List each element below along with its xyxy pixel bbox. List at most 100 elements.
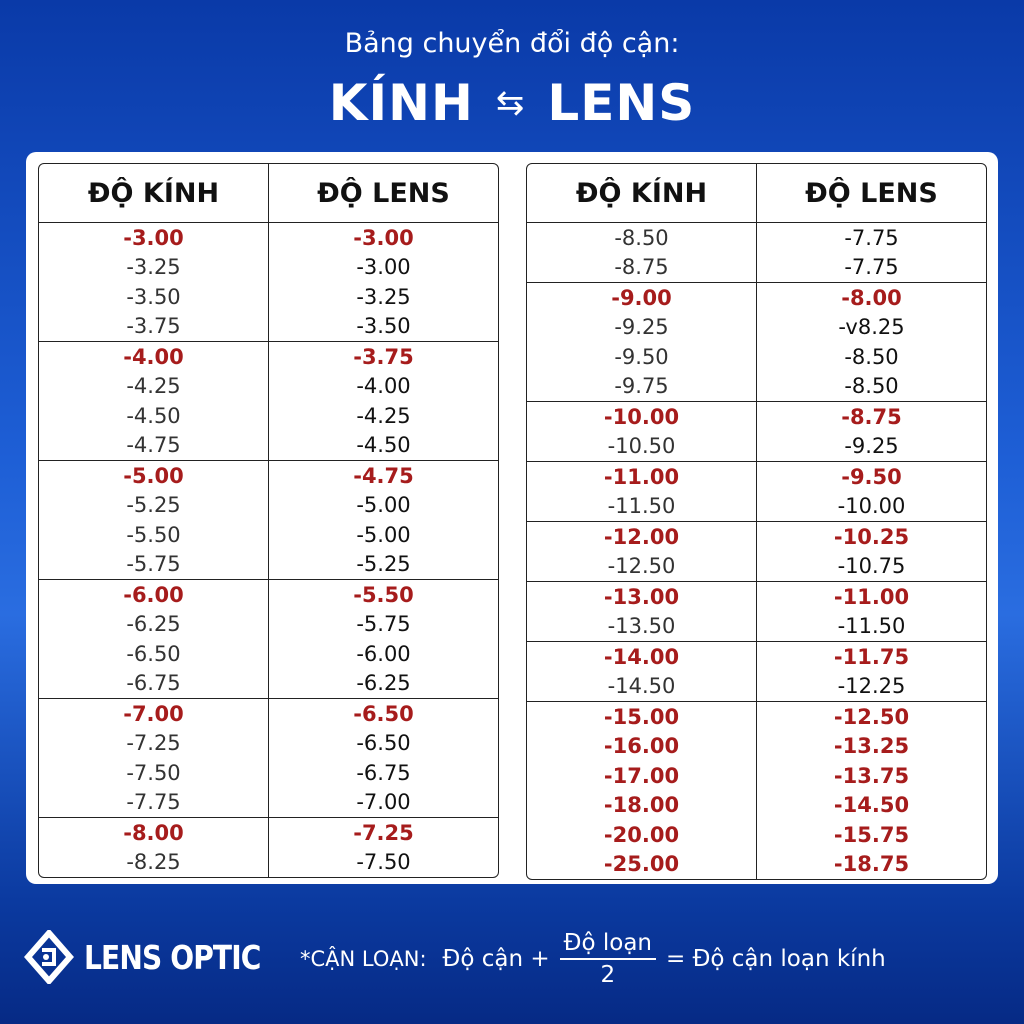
cell-kinh: -6.75 [39,668,269,698]
cell-kinh: -10.00 [527,402,757,432]
cell-lens: -10.25 [833,524,910,549]
cell-kinh: -6.50 [39,639,269,669]
cell-kinh: -9.75 [527,371,757,401]
cell-kinh: -17.00 [527,761,757,791]
cell-lens: -12.25 [837,674,906,699]
cell-kinh: -3.25 [39,252,269,282]
cell-lens: -11.50 [837,614,906,639]
formula-term: Độ cận + [442,946,550,972]
cell-lens: -10.00 [837,494,906,519]
logo-text: LENS OPTIC [84,937,261,977]
table-row: -12.00 -10.25 [527,522,986,552]
cell-lens: -3.25 [356,284,411,309]
cell-kinh: -14.50 [527,671,757,701]
column-header-lens: ĐỘ LENS [317,177,450,209]
lens-optic-logo-icon [24,930,74,984]
cell-kinh: -3.00 [39,223,269,253]
cell-lens: -6.50 [356,731,411,756]
cell-kinh: -4.50 [39,401,269,431]
cell-lens: -4.25 [356,403,411,428]
swap-arrows-icon: ⇆ [495,83,526,123]
cell-lens: -7.75 [844,255,899,280]
row-group: -15.00 -12.50 -16.00 -13.25 -17.00 -13.75 -18.… [527,702,986,879]
cell-lens: -8.50 [844,344,899,369]
table-row: -5.00 -4.75 [39,461,498,491]
cell-lens: -6.00 [356,641,411,666]
table-row: -16.00 -13.25 [527,731,986,761]
cell-lens: -7.25 [353,820,414,845]
table-row: -6.25 -5.75 [39,609,498,639]
cell-kinh: -11.00 [527,462,757,492]
formula-label: *CẬN LOẠN: [300,947,427,971]
table-row: -9.25 -v8.25 [527,312,986,342]
cell-lens: -9.25 [844,434,899,459]
cell-lens: -14.50 [833,793,910,818]
cell-lens: -7.75 [844,225,899,250]
cell-kinh: -4.75 [39,430,269,460]
cell-kinh: -7.25 [39,728,269,758]
cell-kinh: -20.00 [527,820,757,850]
conversion-table-left: ĐỘ KÍNH ĐỘ LENS -3.00 -3.00 -3.25 -3.00 -3.5… [38,163,499,878]
cell-lens: -9.50 [841,464,902,489]
cell-kinh: -13.50 [527,611,757,641]
cell-lens: -5.50 [353,582,414,607]
row-group: -14.00 -11.75 -14.50 -12.25 [527,642,986,702]
table-row: -12.50 -10.75 [527,551,986,581]
cell-kinh: -9.50 [527,342,757,372]
cell-lens: -3.75 [353,344,414,369]
table-row: -14.00 -11.75 [527,642,986,672]
cell-lens: -3.00 [356,255,411,280]
cell-lens: -15.75 [833,822,910,847]
row-group: -9.00 -8.00 -9.25 -v8.25 -9.50 -8.50 -9.75 -8.5… [527,283,986,402]
cell-kinh: -13.00 [527,582,757,612]
table-row: -8.75 -7.75 [527,252,986,282]
table-row: -7.25 -6.50 [39,728,498,758]
cell-kinh: -5.75 [39,549,269,579]
row-group: -4.00 -3.75 -4.25 -4.00 -4.50 -4.25 -4.75 -4.50 [39,342,498,461]
cell-lens: -8.50 [844,374,899,399]
cell-kinh: -8.25 [39,847,269,877]
table-row: -9.50 -8.50 [527,342,986,372]
table-row: -4.00 -3.75 [39,342,498,372]
cell-kinh: -10.50 [527,431,757,461]
table-row: -7.50 -6.75 [39,758,498,788]
cell-kinh: -9.25 [527,312,757,342]
cell-lens: -10.75 [837,554,906,579]
table-row: -25.00 -18.75 [527,849,986,879]
table-row: -5.75 -5.25 [39,549,498,579]
cell-kinh: -7.75 [39,787,269,817]
cell-kinh: -12.00 [527,522,757,552]
brand-logo: LENS OPTIC [24,930,292,984]
cell-lens: -8.75 [841,404,902,429]
cell-kinh: -15.00 [527,702,757,732]
cell-kinh: -6.25 [39,609,269,639]
table-row: -14.50 -12.25 [527,671,986,701]
table-row: -13.50 -11.50 [527,611,986,641]
cell-kinh: -5.50 [39,520,269,550]
table-row: -8.25 -7.50 [39,847,498,877]
table-row: -6.50 -6.00 [39,639,498,669]
table-row: -6.75 -6.25 [39,668,498,698]
table-row: -3.75 -3.50 [39,311,498,341]
page-title: KÍNH ⇆ LENS [0,74,1024,132]
cell-kinh: -9.00 [527,283,757,313]
row-group: -3.00 -3.00 -3.25 -3.00 -3.50 -3.25 -3.75 -3.50 [39,223,498,342]
table-row: -3.50 -3.25 [39,282,498,312]
cell-lens: -8.00 [841,285,902,310]
cell-kinh: -3.50 [39,282,269,312]
row-group: -12.00 -10.25 -12.50 -10.75 [527,522,986,582]
table-row: -17.00 -13.75 [527,761,986,791]
table-row: -11.50 -10.00 [527,491,986,521]
cell-kinh: -8.75 [527,252,757,282]
table-row: -11.00 -9.50 [527,462,986,492]
row-group: -10.00 -8.75 -10.50 -9.25 [527,402,986,462]
row-group: -7.00 -6.50 -7.25 -6.50 -7.50 -6.75 -7.75 -7.00 [39,699,498,818]
cell-lens: -18.75 [833,852,910,877]
cell-kinh: -16.00 [527,731,757,761]
table-row: -5.25 -5.00 [39,490,498,520]
table-row: -9.75 -8.50 [527,371,986,401]
cell-lens: -3.50 [356,314,411,339]
column-header-lens: ĐỘ LENS [805,177,938,209]
table-row: -6.00 -5.50 [39,580,498,610]
cell-kinh: -14.00 [527,642,757,672]
